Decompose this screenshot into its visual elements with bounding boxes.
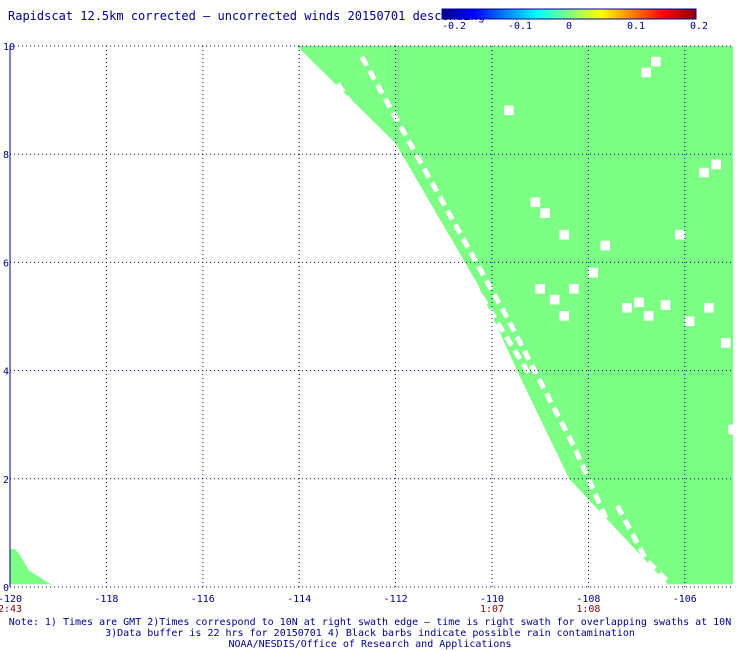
missing-data-cell	[660, 300, 671, 310]
missing-data-cell	[704, 302, 714, 313]
y-tick-label: 4	[3, 367, 9, 378]
missing-data-cell	[559, 311, 570, 321]
pass-time-label: 2:43	[0, 604, 22, 615]
missing-data-cell	[684, 316, 695, 327]
missing-data-cell	[699, 167, 709, 178]
colorbar-label: -0.2	[442, 21, 467, 32]
swath-gap-line	[615, 504, 673, 587]
note-line-2: 3)Data buffer is 22 hrs for 20150701 4) …	[105, 628, 635, 639]
x-tick-label: -118	[94, 594, 118, 605]
x-tick-label: -108	[576, 594, 600, 605]
missing-data-cell	[535, 284, 545, 294]
x-tick-label: -116	[191, 594, 215, 605]
y-tick-label: 2	[3, 475, 9, 486]
missing-data-cell	[549, 294, 560, 305]
missing-data-cell	[711, 159, 721, 170]
missing-data-cell	[622, 302, 632, 313]
missing-data-cell	[643, 311, 654, 321]
map-title: Rapidscat 12.5km corrected – uncorrected…	[8, 9, 485, 23]
colorbar-label: 0	[566, 21, 573, 32]
missing-data-cell	[504, 105, 514, 116]
swath-fragment	[10, 549, 51, 585]
missing-data-cell	[675, 229, 685, 240]
swath-gap-line	[359, 55, 610, 524]
note-line-3: NOAA/NESDIS/Office of Research and Appli…	[228, 639, 512, 650]
x-tick-label: -106	[673, 594, 697, 605]
missing-data-cell	[588, 267, 598, 278]
colorbar-bar	[441, 8, 697, 20]
missing-data-cell	[728, 424, 738, 435]
colorbar-gradient	[441, 8, 697, 20]
missing-data-cell	[569, 284, 579, 294]
x-tick-label: -114	[287, 594, 311, 605]
missing-data-cell	[651, 56, 661, 67]
missing-data-cell	[540, 208, 550, 218]
note-line-1: Note: 1) Times are GMT 2)Times correspon…	[8, 617, 732, 628]
pass-time-label: 1:08	[576, 604, 600, 615]
missing-data-cell	[641, 67, 652, 78]
y-tick-label: 6	[3, 258, 9, 269]
missing-data-cell	[634, 297, 644, 308]
y-tick-label: 0	[3, 583, 9, 594]
swath-map: -120 -118 -116 -114 -112 -110 -108 -106 0 2 4 6 8 10 2…	[0, 42, 740, 615]
missing-data-cell	[600, 240, 611, 251]
colorbar-label: -0.1	[508, 21, 533, 32]
colorbar-label: 0.2	[690, 21, 709, 32]
x-tick-label: -112	[384, 594, 408, 605]
pass-time-label: 1:07	[480, 604, 504, 615]
swath-gap-line	[335, 82, 533, 378]
missing-data-cell	[720, 338, 731, 348]
colorbar-label: 0.1	[627, 21, 646, 32]
missing-data-cell	[733, 338, 740, 348]
x-tick-label: -120	[0, 594, 22, 605]
swath-band	[296, 46, 733, 585]
missing-data-cell	[559, 229, 570, 240]
y-tick-label: 10	[3, 42, 15, 53]
x-tick-label: -110	[480, 594, 504, 605]
y-tick-label: 8	[3, 150, 9, 161]
missing-data-cell	[530, 197, 541, 208]
